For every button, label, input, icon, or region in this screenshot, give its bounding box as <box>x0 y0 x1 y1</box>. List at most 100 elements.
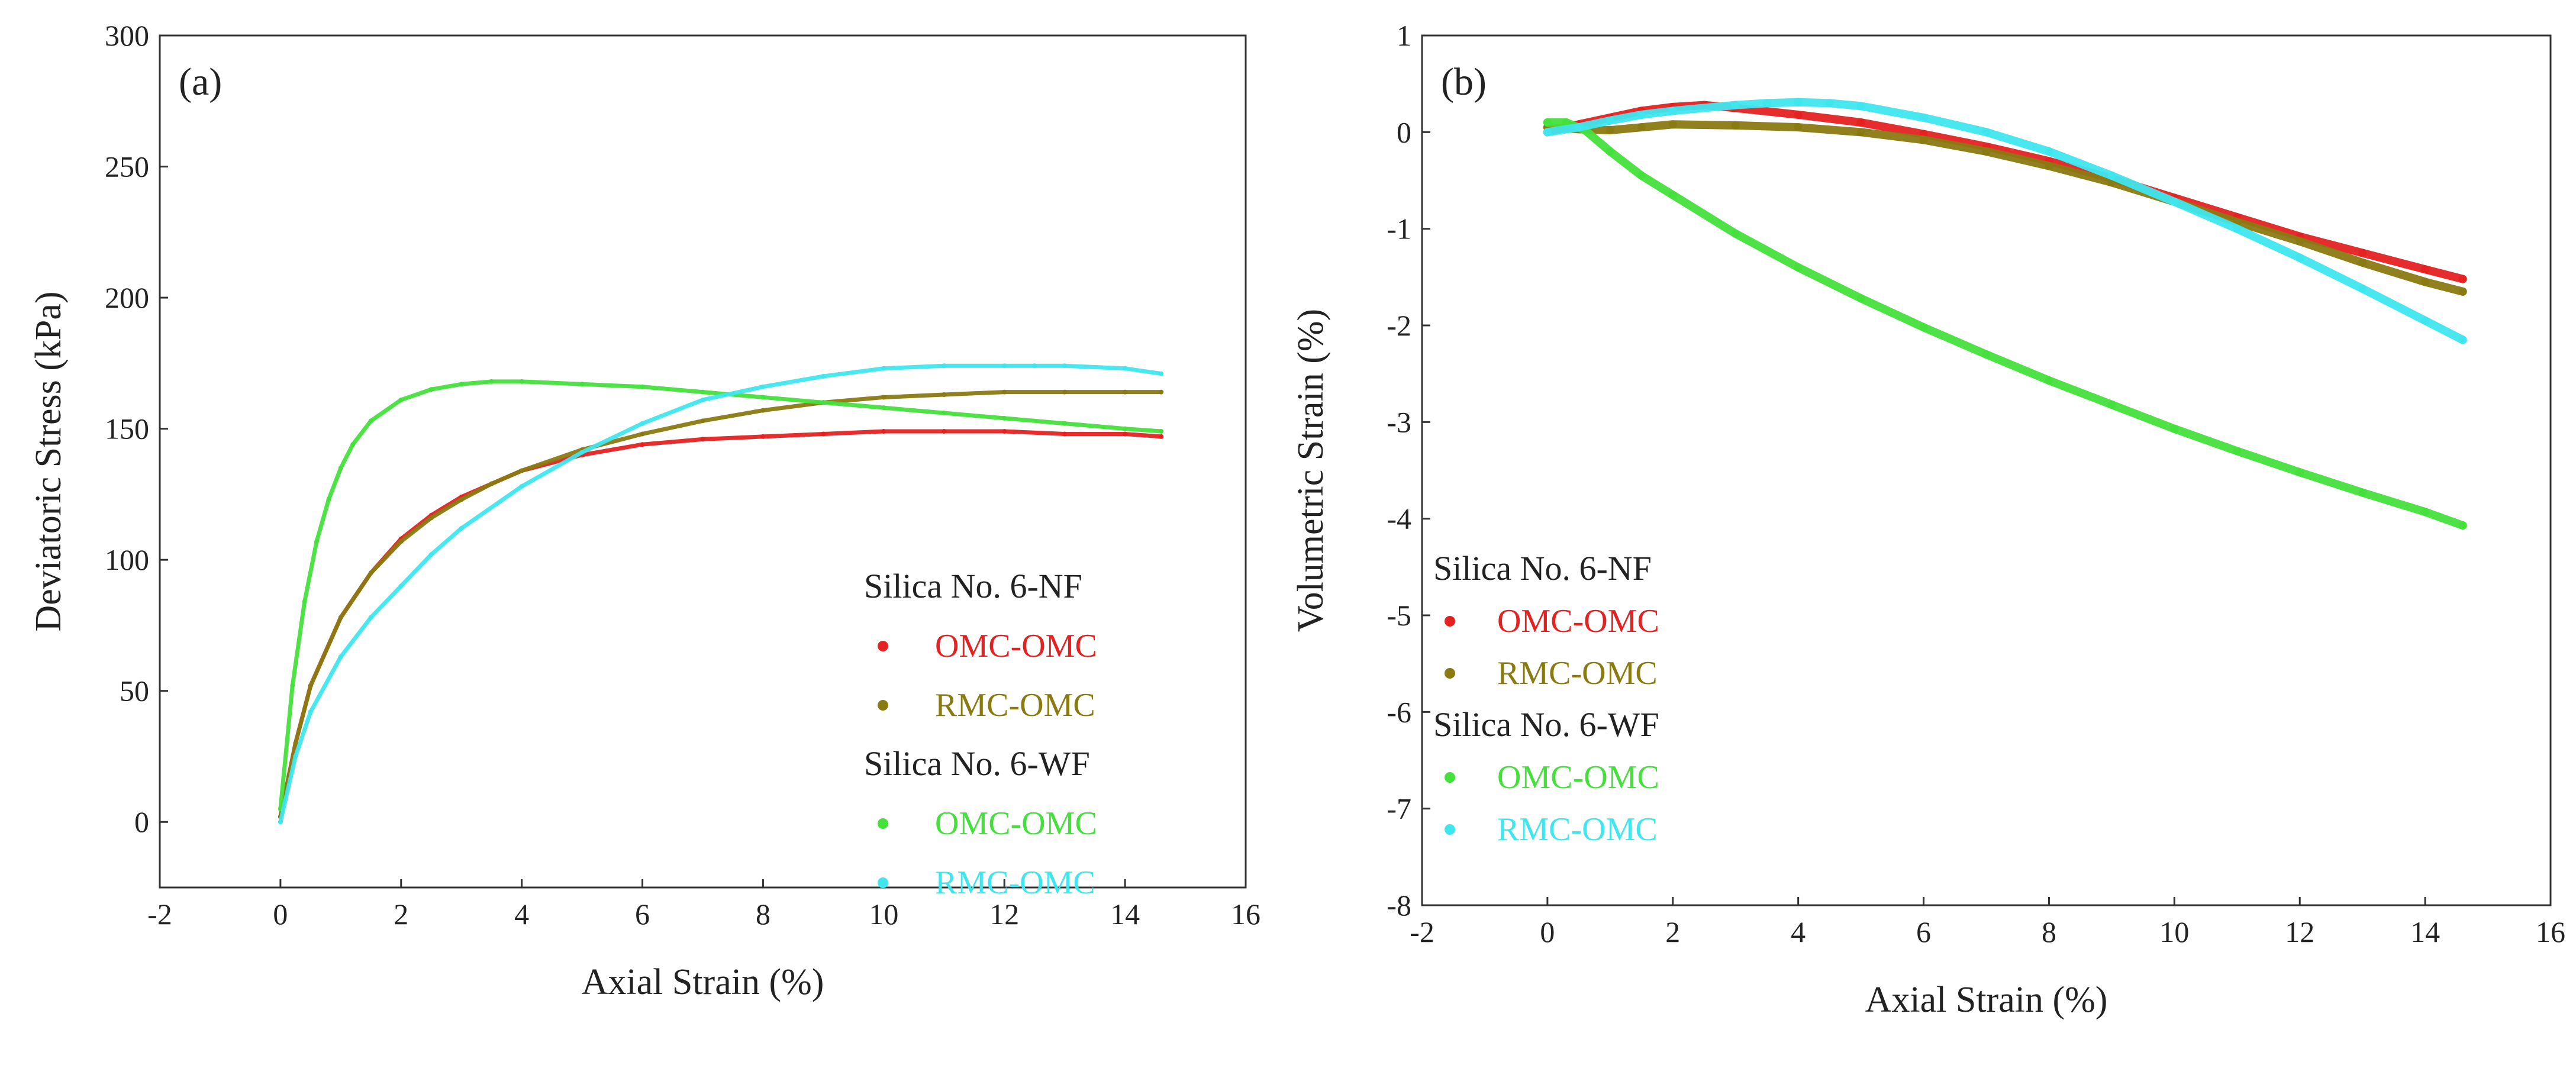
legend-group-title: Silica No. 6-NF <box>1433 549 1652 588</box>
data-point <box>1731 121 1740 130</box>
legend-group-title: Silica No. 6-NF <box>864 567 1082 605</box>
data-point <box>1982 147 1991 156</box>
y-tick-label: 200 <box>105 281 149 314</box>
data-point <box>350 442 356 447</box>
x-tick-label: 6 <box>1916 915 1931 948</box>
data-point <box>1668 106 1677 115</box>
y-tick-label: -6 <box>1387 695 1411 728</box>
legend-label: RMC-OMC <box>935 864 1095 901</box>
data-point <box>489 481 494 486</box>
data-point <box>1856 118 1865 127</box>
data-point <box>2045 162 2053 170</box>
data-point <box>1123 426 1128 431</box>
data-point <box>398 583 404 589</box>
data-point <box>2170 197 2179 206</box>
data-point <box>700 397 705 402</box>
data-point <box>489 379 494 384</box>
data-point <box>942 363 947 369</box>
data-point <box>459 497 464 502</box>
data-point <box>290 683 295 688</box>
y-axis-title: Volumetric Strain (%) <box>1291 309 1331 632</box>
series-4 <box>278 363 1164 825</box>
data-point <box>881 429 886 434</box>
data-point <box>398 397 404 402</box>
data-point <box>428 552 434 557</box>
data-point <box>326 497 331 502</box>
data-point <box>881 366 886 371</box>
data-point <box>2421 277 2430 286</box>
data-point <box>1731 101 1740 109</box>
data-point <box>1794 263 1803 272</box>
legend-group-title: Silica No. 6-WF <box>864 744 1090 783</box>
plot-frame <box>159 34 1247 889</box>
data-point <box>1762 99 1771 108</box>
x-tick-label: 4 <box>1791 915 1806 948</box>
data-point <box>293 754 298 759</box>
deviatoric-stress-chart: -2 0 2 4 6 8 10 12 14 16 0 50 100 150 200 250 300 Axial S… <box>28 19 1260 1002</box>
legend-label: OMC-OMC <box>1497 759 1659 796</box>
series-line <box>278 379 1163 811</box>
data-point <box>881 405 886 411</box>
data-point <box>398 539 404 544</box>
y-tick-label: 50 <box>120 674 149 708</box>
data-point <box>338 466 343 471</box>
data-point <box>1856 102 1865 111</box>
y-tick-label: 250 <box>105 150 149 183</box>
data-point <box>1002 415 1007 421</box>
data-point <box>1668 191 1677 199</box>
x-tick-label: 0 <box>1540 915 1555 948</box>
legend-marker <box>1445 616 1455 627</box>
y-tick-label: -1 <box>1387 212 1411 246</box>
legend-label: RMC-OMC <box>1497 811 1658 848</box>
data-point <box>2170 424 2179 433</box>
data-point <box>2045 376 2053 385</box>
data-point <box>1668 120 1677 129</box>
data-point <box>459 382 464 387</box>
legend-marker <box>1445 668 1455 679</box>
data-point <box>1159 429 1164 434</box>
data-point <box>1002 389 1007 395</box>
data-point <box>314 539 320 544</box>
data-point <box>2358 248 2367 257</box>
legend-label: RMC-OMC <box>1497 655 1658 692</box>
data-point <box>1123 389 1128 395</box>
x-tick-label: 8 <box>756 898 770 931</box>
data-point <box>821 374 826 379</box>
panel-label: (a) <box>179 60 222 104</box>
data-point <box>2107 400 2116 409</box>
x-tick-label: 14 <box>1110 898 1140 931</box>
data-point <box>640 421 645 426</box>
data-point <box>459 525 464 531</box>
y-tick-label: -4 <box>1387 502 1411 535</box>
data-point <box>700 389 705 395</box>
data-point <box>338 615 343 620</box>
x-tick-label: 8 <box>2042 915 2056 948</box>
data-point <box>2458 335 2467 344</box>
data-point <box>1731 229 1740 238</box>
legend-label: OMC-OMC <box>1497 603 1659 640</box>
volumetric-strain-chart: -2 0 2 4 6 8 10 12 14 16 -8 -7 -6 -5 -4 -3 -2 -1 0 1 Axial S… <box>1291 19 2565 1020</box>
legend-label: OMC-OMC <box>935 628 1097 664</box>
data-point <box>2458 275 2467 283</box>
data-point <box>1574 123 1583 132</box>
data-point <box>1919 135 1928 144</box>
data-point <box>1982 128 1991 137</box>
y-tick-label: 150 <box>105 412 149 446</box>
data-point <box>1794 123 1803 132</box>
data-point <box>579 382 585 387</box>
data-point <box>1919 113 1928 122</box>
legend: Silica No. 6-NF OMC-OMC RMC-OMC Silica No. … <box>864 567 1097 901</box>
y-tick-label: 1 <box>1397 19 1411 52</box>
y-tick-label: 300 <box>105 19 149 52</box>
data-point <box>308 683 313 688</box>
data-point <box>1543 128 1552 137</box>
data-point <box>2107 171 2116 180</box>
data-point <box>1605 116 1614 125</box>
data-point <box>1159 434 1164 439</box>
data-point <box>1123 366 1128 371</box>
data-point <box>1062 421 1068 426</box>
data-point <box>2358 488 2367 497</box>
x-axis-title: Axial Strain (%) <box>582 962 824 1002</box>
data-point <box>1794 110 1803 119</box>
series-line <box>1543 118 2467 530</box>
